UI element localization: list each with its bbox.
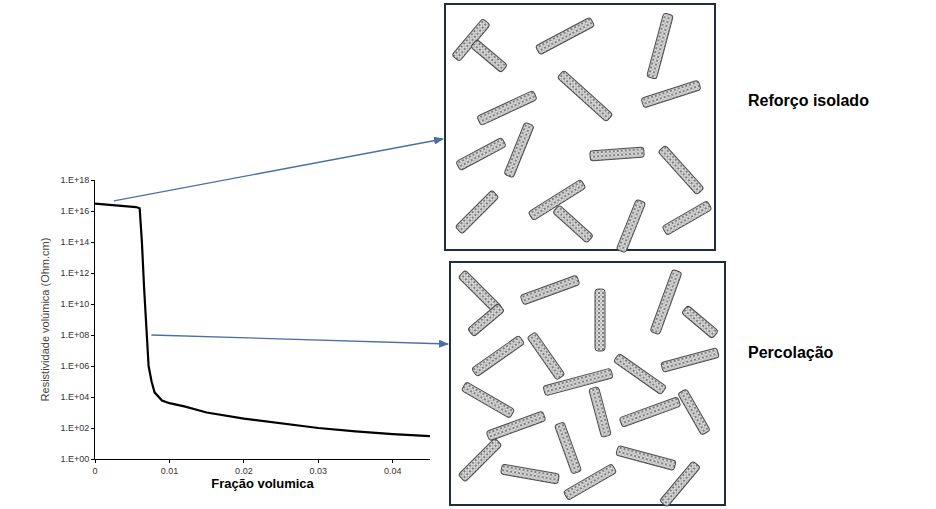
svg-text:1.E+08: 1.E+08 xyxy=(60,330,89,340)
svg-text:1.E+18: 1.E+18 xyxy=(60,175,89,185)
svg-text:1.E+14: 1.E+14 xyxy=(60,237,89,247)
svg-text:Resistividade volúmica (Ohm.cm: Resistividade volúmica (Ohm.cm) xyxy=(39,238,51,402)
svg-text:0.01: 0.01 xyxy=(161,466,179,476)
svg-text:1.E+12: 1.E+12 xyxy=(60,268,89,278)
svg-text:1.E+04: 1.E+04 xyxy=(60,392,89,402)
svg-text:1.E+06: 1.E+06 xyxy=(60,361,89,371)
svg-text:0: 0 xyxy=(92,466,97,476)
svg-text:0.03: 0.03 xyxy=(310,466,328,476)
svg-text:Fração volumica: Fração volumica xyxy=(211,476,314,491)
svg-text:0.04: 0.04 xyxy=(384,466,402,476)
svg-text:1.E+16: 1.E+16 xyxy=(60,206,89,216)
svg-text:1.E+02: 1.E+02 xyxy=(60,423,89,433)
svg-text:1.E+00: 1.E+00 xyxy=(60,454,89,464)
svg-text:Percolação: Percolação xyxy=(748,344,834,361)
svg-text:Reforço isolado: Reforço isolado xyxy=(748,92,869,109)
svg-text:1.E+10: 1.E+10 xyxy=(60,299,89,309)
svg-text:0.02: 0.02 xyxy=(235,466,253,476)
